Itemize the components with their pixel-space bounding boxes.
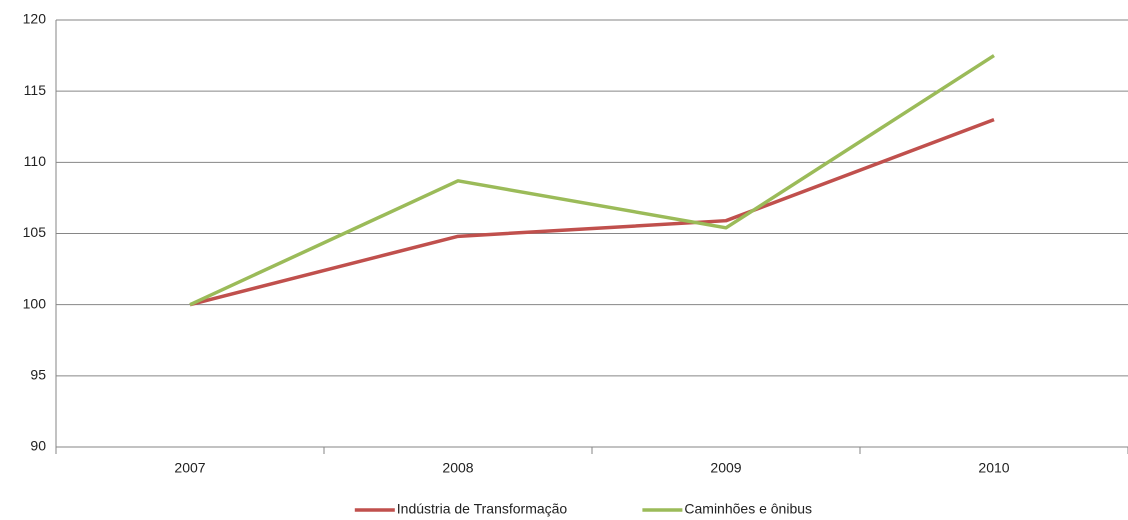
legend-label: Caminhões e ônibus [684,501,812,517]
y-tick-label: 90 [30,438,46,454]
legend-label: Indústria de Transformação [397,501,568,517]
x-tick-label: 2008 [442,460,473,476]
x-tick-label: 2009 [710,460,741,476]
y-tick-label: 100 [23,295,47,311]
series-line [189,54,995,307]
y-tick-label: 115 [24,82,47,98]
x-tick-label: 2007 [174,460,205,476]
series-line [189,117,995,307]
x-tick-label: 2010 [978,460,1009,476]
y-tick-label: 120 [23,11,47,27]
y-tick-label: 105 [23,224,47,240]
y-tick-label: 95 [30,367,46,383]
y-tick-label: 110 [24,153,47,169]
